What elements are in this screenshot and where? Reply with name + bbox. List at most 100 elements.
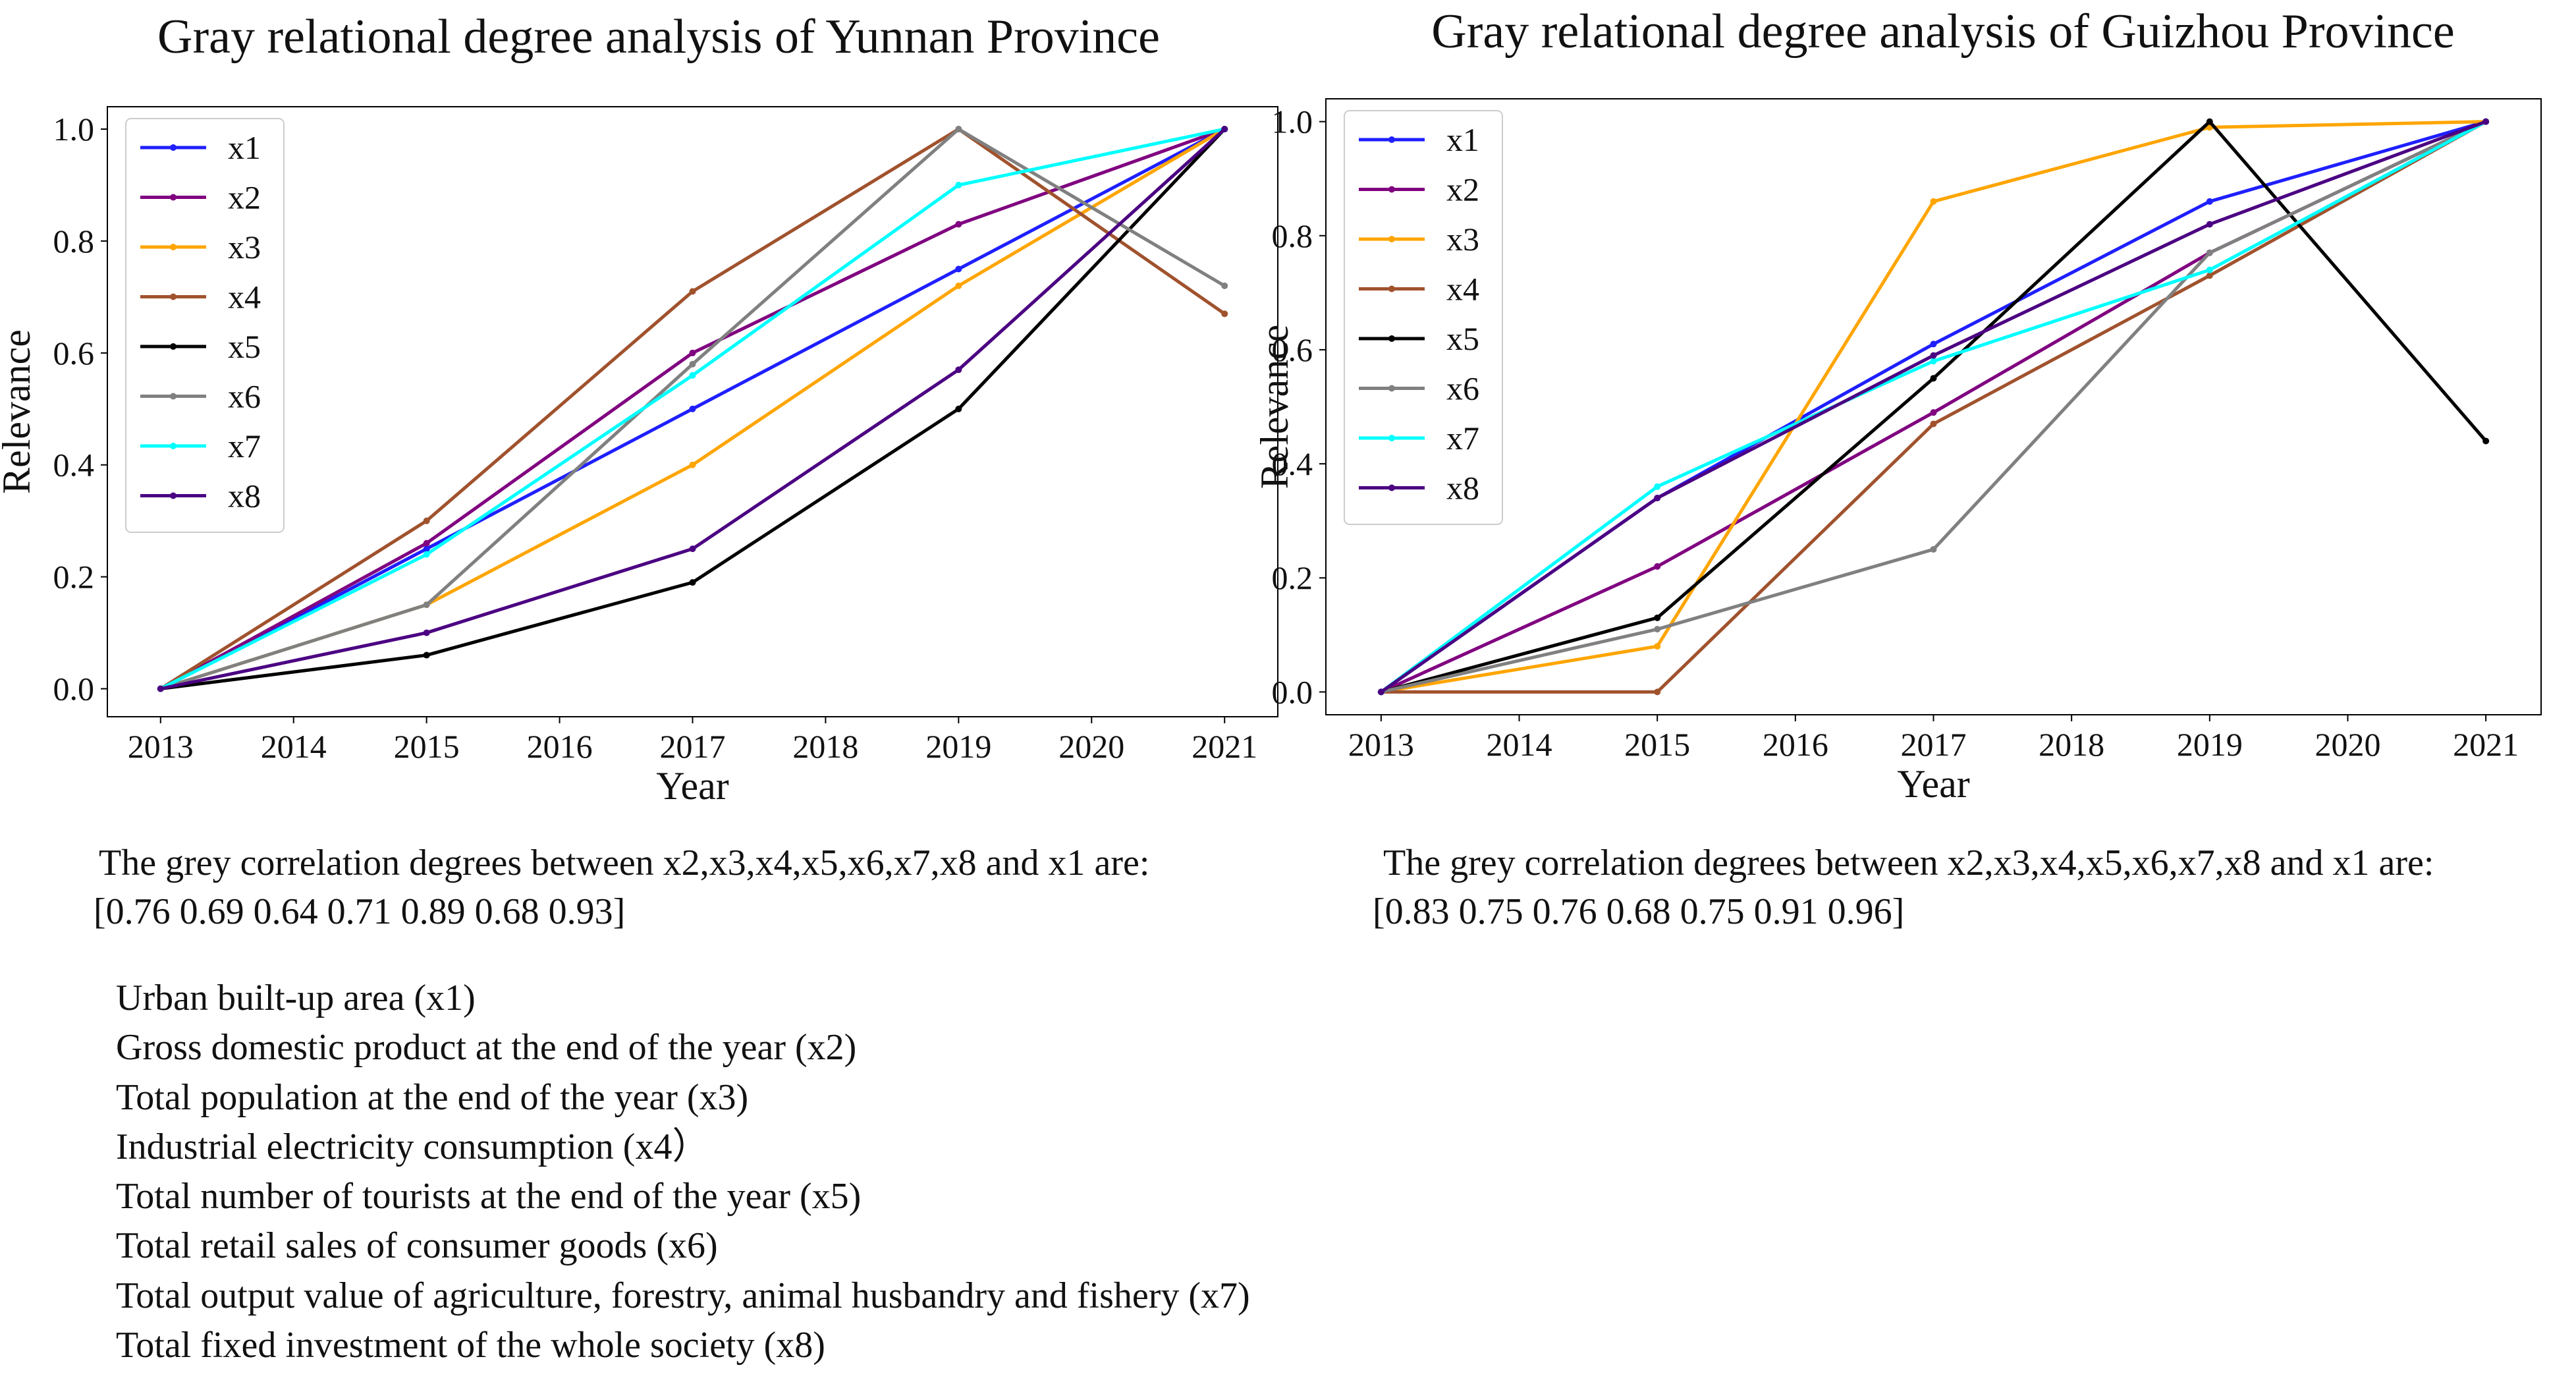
series-line-x2 [1380,120,2487,694]
x-tick-label: 2015 [394,728,460,765]
data-point-x1 [689,405,696,412]
series-line-x3 [1381,120,2486,694]
legend-label-x7: x7 [1446,420,1479,457]
x-tick-label: 2020 [2315,726,2380,763]
data-point-x8 [2206,221,2213,228]
data-point-x1 [2206,198,2213,205]
legend-marker-x4 [170,293,177,300]
data-point-x4 [689,288,696,295]
legend-label-x5: x5 [1446,320,1479,357]
legend-marker-x8 [1388,484,1395,491]
legend-label-x3: x3 [228,229,261,265]
variable-definitions: Urban built-up area (x1) Gross domestic … [116,974,1250,1370]
data-point-x5 [1654,614,1661,621]
legend-label-x6: x6 [228,378,261,415]
series-line-x7 [1380,120,2487,694]
data-point-x8 [1221,125,1228,132]
x-tick-label: 2020 [1058,728,1124,765]
y-tick-label: 0.6 [1272,331,1313,368]
legend-label-x1: x1 [1446,121,1479,158]
data-point-x8 [2482,118,2490,125]
variable-item: Total population at the end of the year … [116,1076,749,1118]
series-line-x5 [1381,120,2488,694]
data-point-x6 [423,601,430,609]
y-tick-label: 0.4 [53,447,95,484]
x-axis-label: Year [1897,762,1970,806]
data-point-x2 [1930,409,1937,416]
y-tick-label: 1.0 [53,111,95,148]
data-point-x8 [1377,688,1384,696]
legend-marker-x5 [1388,335,1395,342]
data-point-x6 [2206,249,2213,256]
legend-marker-x3 [1388,236,1395,242]
y-tick-label: 0.2 [53,559,95,596]
legend-marker-x5 [170,343,177,350]
x-tick-label: 2013 [128,728,194,765]
correlation-text-guizhou: The grey correlation degrees between x2,… [1383,843,2434,883]
data-point-x1 [955,265,962,273]
data-point-x2 [1654,563,1661,570]
legend-label-x4: x4 [228,279,261,316]
data-point-x6 [1221,282,1228,289]
data-point-x7 [423,551,430,558]
x-tick-label: 2021 [1192,728,1257,765]
data-point-x2 [423,540,430,547]
data-point-x5 [1930,375,1937,382]
x-tick-label: 2016 [1763,726,1828,763]
data-point-x3 [1930,198,1937,205]
y-tick-label: 0.0 [53,671,95,708]
data-point-x5 [423,652,430,659]
data-point-x7 [2206,266,2213,273]
legend-marker-x7 [170,443,177,449]
data-point-x7 [689,372,696,379]
data-point-x6 [955,125,962,132]
data-point-x8 [157,685,164,692]
legend-label-x2: x2 [1446,171,1479,208]
legend-marker-x3 [170,244,177,250]
x-tick-label: 2019 [2177,726,2243,763]
x-axis-label: Year [656,764,729,808]
variable-item: Total fixed investment of the whole soci… [116,1325,825,1366]
x-tick-label: 2019 [925,728,991,765]
legend-marker-x6 [1388,385,1395,392]
data-point-x1 [423,545,430,553]
chart-title-yunnan: Gray relational degree analysis of Yunna… [157,10,1160,64]
legend-marker-x1 [1388,136,1395,143]
data-point-x4 [2206,272,2213,279]
data-point-x3 [1654,643,1661,650]
chart-guizhou: 2013 2014 2015 2016 2017 2018 2019 2020 2021 0.0 0… [1253,98,2542,806]
legend-label-x8: x8 [1446,470,1479,507]
legend-label-x4: x4 [1446,271,1479,308]
x-tick-label: 2017 [660,728,726,765]
y-tick-label: 0.0 [1272,673,1313,710]
x-tick-label: 2013 [1348,726,1414,763]
data-point-x5 [689,579,696,586]
x-tick-label: 2014 [1487,726,1552,763]
variable-item: Total retail sales of consumer goods (x6… [116,1225,718,1267]
y-axis-label: Relevance [1253,325,1296,489]
y-tick-label: 0.4 [1272,445,1313,482]
x-tick-label: 2015 [1624,726,1690,763]
legend-marker-x7 [1388,435,1395,441]
data-point-x3 [689,461,696,468]
data-point-x6 [1654,626,1661,633]
data-point-x5 [2482,437,2490,445]
legend-label-x2: x2 [228,179,261,216]
data-point-x4 [1654,688,1661,696]
legend-marker-x1 [170,144,177,151]
data-point-x2 [689,349,696,356]
data-point-x5 [2206,118,2213,125]
legend-label-x5: x5 [228,328,261,365]
legend-label-x1: x1 [228,129,261,166]
data-point-x7 [1654,483,1661,490]
x-tick-label: 2014 [261,728,327,765]
variable-item: Gross domestic product at the end of the… [116,1027,857,1069]
variable-item: Total output value of agriculture, fores… [116,1275,1250,1316]
legend-box [1344,110,1503,525]
variable-item: Total number of tourists at the end of t… [116,1176,862,1217]
correlation-values-yunnan: [0.76 0.69 0.64 0.71 0.89 0.68 0.93] [94,891,626,932]
data-point-x2 [955,221,962,228]
series-line-x4 [1381,120,2487,694]
legend-marker-x2 [170,194,177,201]
legend-marker-x8 [170,492,177,499]
